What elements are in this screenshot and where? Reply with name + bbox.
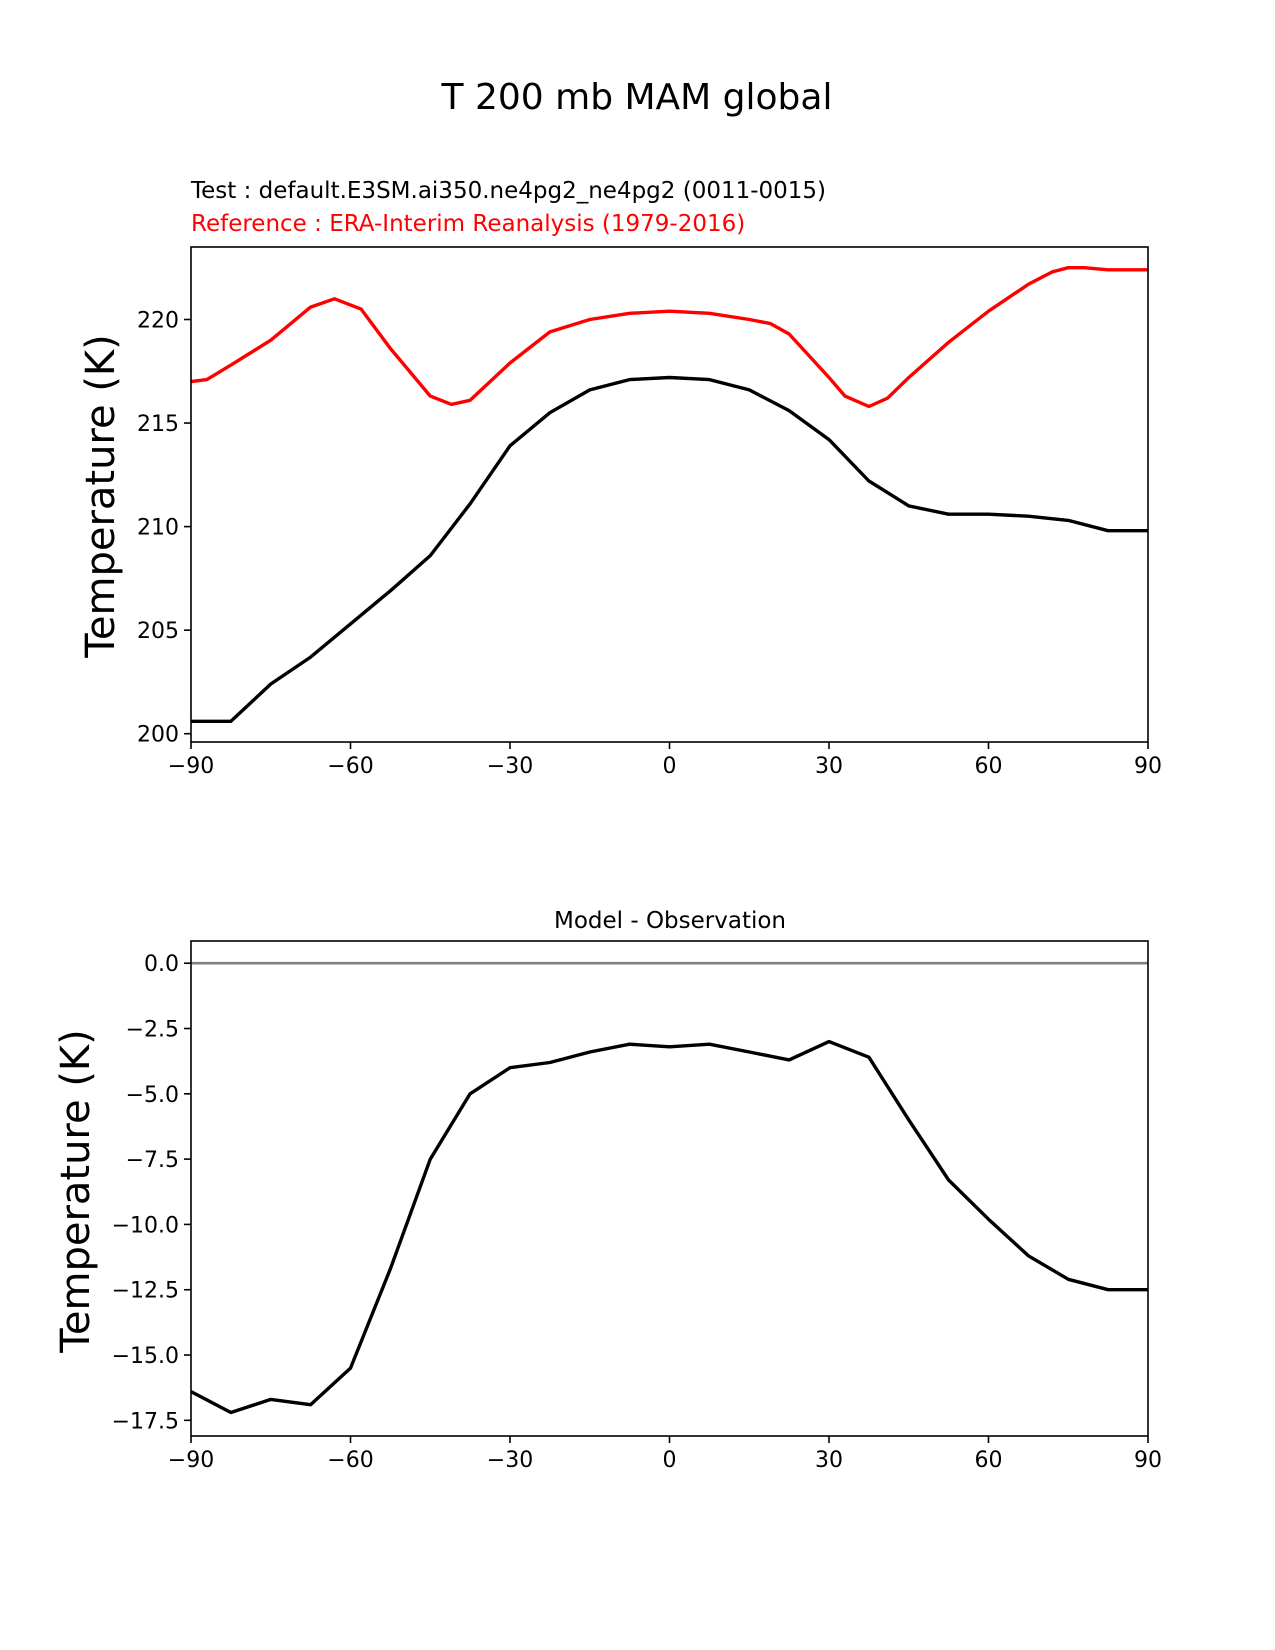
bottom-x-tick-label: 30 <box>815 1448 843 1473</box>
bottom-y-tick-label: −15.0 <box>112 1344 179 1369</box>
bottom-series-group <box>190 961 1148 1415</box>
figure-suptitle: T 200 mb MAM global <box>441 77 833 118</box>
top-plot-frame <box>190 246 1149 743</box>
bottom-x-tick-label: 90 <box>1134 1448 1162 1473</box>
bottom-y-tick-label: −2.5 <box>126 1018 179 1043</box>
chart-bottom: Model - Observation Temperature (K) −90−… <box>53 908 1162 1473</box>
bottom-plot-frame <box>190 940 1149 1437</box>
bottom-x-tick-label: −90 <box>168 1448 214 1473</box>
top-series-reference-line <box>190 266 1148 409</box>
top-y-axis-label: Temperature (K) <box>78 334 124 659</box>
top-x-tick-label: −30 <box>487 754 533 779</box>
bottom-x-tick-label: 60 <box>975 1448 1003 1473</box>
top-y-tick-label: 205 <box>137 619 179 644</box>
reference-label: Reference : ERA-Interim Reanalysis (1979… <box>191 211 745 237</box>
chart-top: Test : default.E3SM.ai350.ne4pg2_ne4pg2 … <box>78 178 1162 779</box>
top-x-tick-label: −60 <box>327 754 373 779</box>
top-y-tick-label: 215 <box>137 412 179 437</box>
bottom-x-tick-label: 0 <box>663 1448 677 1473</box>
bottom-y-tick-label: 0.0 <box>144 952 179 977</box>
top-x-tick-label: 30 <box>815 754 843 779</box>
top-y-tick-label: 200 <box>137 723 179 748</box>
top-axes: −90 −60 −30 0 30 60 90 200 205 210 215 220 <box>137 246 1162 779</box>
bottom-y-tick-label: −12.5 <box>112 1279 179 1304</box>
top-series-group <box>190 266 1148 723</box>
top-y-tick-label: 210 <box>137 516 179 541</box>
top-x-tick-label: 60 <box>975 754 1003 779</box>
bottom-y-tick-label: −5.0 <box>126 1083 179 1108</box>
top-y-tick-label: 220 <box>137 308 179 333</box>
top-x-tick-label: −90 <box>168 754 214 779</box>
top-series-test-line <box>191 375 1148 723</box>
top-x-tick-label: 90 <box>1134 754 1162 779</box>
bottom-x-tick-label: −60 <box>327 1448 373 1473</box>
bottom-x-tick-label: −30 <box>487 1448 533 1473</box>
bottom-axes: −90 −60 −30 0 30 60 90 0.0 −2.5 −5.0 −7.5 −10.0 −12.… <box>112 940 1162 1473</box>
top-x-tick-label: 0 <box>663 754 677 779</box>
bottom-series-difference-line <box>190 1039 1148 1415</box>
bottom-y-tick-label: −17.5 <box>112 1409 179 1434</box>
bottom-y-axis-label: Temperature (K) <box>53 1029 99 1354</box>
bottom-title: Model - Observation <box>554 908 786 934</box>
bottom-y-tick-label: −7.5 <box>126 1148 179 1173</box>
test-label: Test : default.E3SM.ai350.ne4pg2_ne4pg2 … <box>190 178 826 204</box>
bottom-y-tick-label: −10.0 <box>112 1213 179 1238</box>
